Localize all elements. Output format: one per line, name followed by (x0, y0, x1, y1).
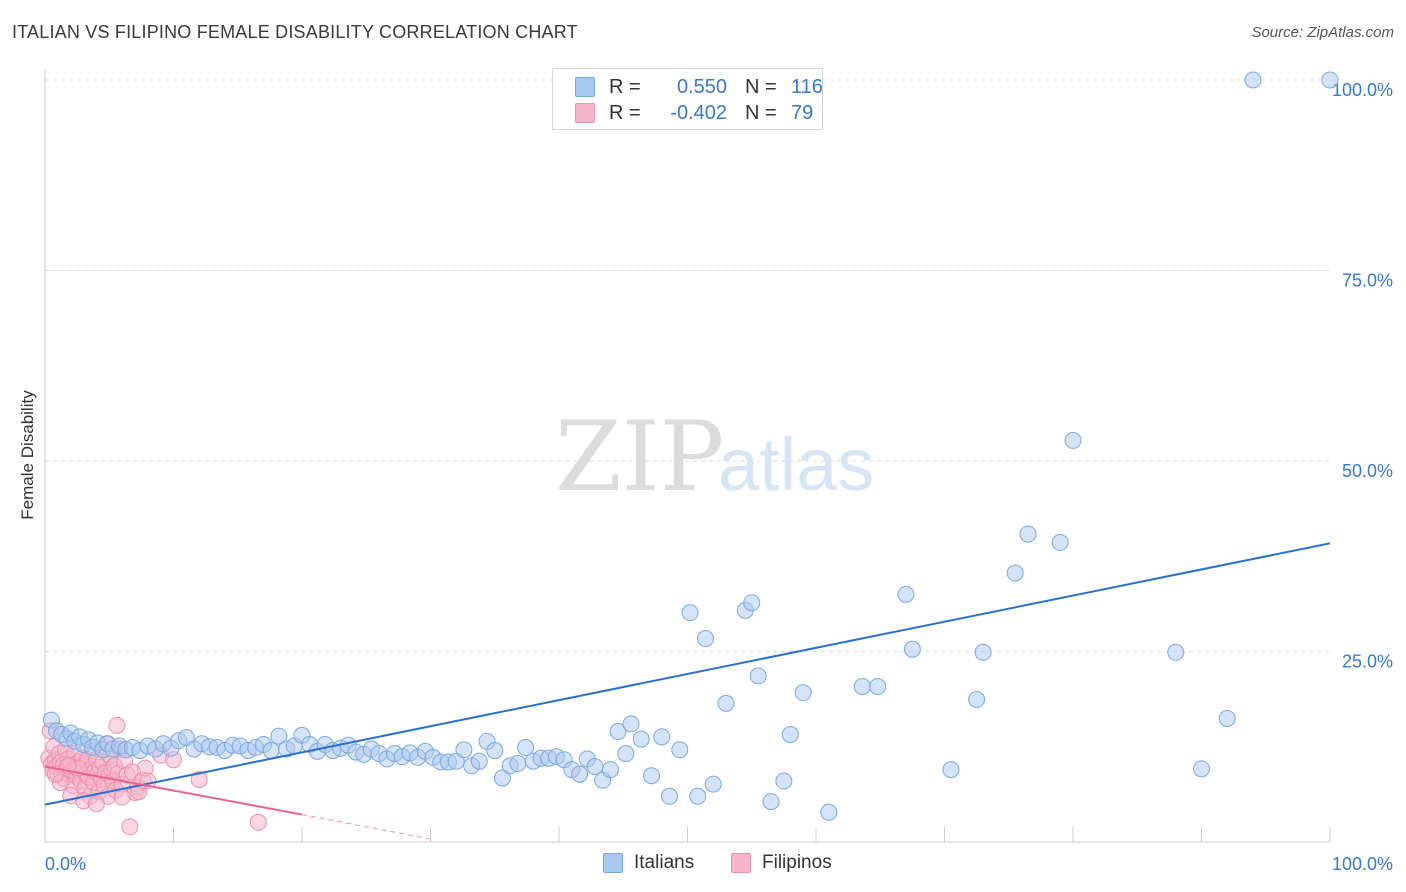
axes (44, 70, 1331, 843)
italians-point (794, 684, 812, 702)
italians-point (903, 640, 921, 658)
italians-point (820, 803, 838, 821)
italians-point (853, 678, 871, 696)
n-value: 79 (791, 101, 814, 124)
italians-point (486, 742, 504, 760)
italians-point (1167, 643, 1185, 661)
italians-point (643, 767, 661, 785)
italians-point (689, 787, 707, 805)
italians-point (493, 769, 511, 787)
n-value: 116 (791, 75, 823, 98)
filipinos-swatch (575, 103, 595, 123)
italians-point (942, 761, 960, 779)
n-label: N = (745, 75, 777, 98)
italians-point (775, 772, 793, 790)
italians-point (1193, 760, 1210, 778)
filipinos-legend-label: Filipinos (762, 852, 832, 873)
italians-point (1051, 534, 1069, 552)
italians-point (455, 741, 473, 759)
r-label: R = (609, 101, 641, 124)
watermark-atlas: atlas (718, 423, 874, 506)
filipinos-point (87, 795, 105, 813)
x-tick-label-start: 0.0% (45, 854, 86, 874)
x-tick-labels: 0.0% 100.0% (45, 854, 1393, 874)
legend-item-italians[interactable]: Italians (603, 850, 694, 876)
italians-point (617, 745, 635, 763)
italians-point (509, 755, 527, 773)
filipinos-point (249, 813, 267, 831)
italians-point (749, 667, 767, 685)
italians-point (262, 742, 280, 760)
italians-point (704, 775, 722, 793)
filipinos-point (190, 771, 208, 789)
italians-point (717, 694, 735, 712)
y-tick-label: 75.0% (1342, 271, 1393, 291)
italians-point (653, 728, 671, 746)
italians-point (1218, 710, 1236, 728)
italians-point (762, 793, 780, 811)
italians-legend-swatch (603, 853, 623, 873)
italians-point (681, 604, 699, 622)
italians-point (632, 730, 650, 748)
r-value: 0.550 (676, 75, 727, 98)
correlation-legend: R = 0.550 N = 116 R = -0.402 N = 79 (552, 68, 823, 130)
watermark: ZIP atlas (555, 401, 874, 513)
y-tick-label: 100.0% (1332, 80, 1393, 100)
italians-trend-line (44, 542, 1331, 806)
filipinos-legend-swatch (731, 853, 751, 873)
legend-row-italians: R = 0.550 N = 116 (575, 75, 831, 99)
filipinos-point (108, 716, 126, 734)
italians-point (270, 727, 288, 745)
gridlines (45, 79, 1330, 652)
legend-row-filipinos: R = -0.402 N = 79 (575, 101, 831, 125)
italians-point (571, 765, 589, 783)
italians-point (974, 643, 992, 661)
y-tick-label: 25.0% (1342, 652, 1393, 672)
italians-legend-label: Italians (634, 852, 695, 873)
y-tick-labels: 100.0% 75.0% 50.0% 25.0% (1332, 80, 1393, 672)
italians-point (781, 726, 799, 744)
italians-point (696, 630, 714, 648)
filipinos-trend-extension (301, 814, 431, 840)
italians-point (671, 741, 689, 759)
filipinos-point (113, 788, 131, 806)
italians-points (42, 71, 1339, 821)
italians-point (601, 761, 619, 779)
n-label: N = (745, 101, 777, 124)
source-label: Source: ZipAtlas.com (1251, 24, 1394, 41)
trend-lines (44, 542, 1331, 840)
chart-title: ITALIAN VS FILIPINO FEMALE DISABILITY CO… (12, 22, 578, 42)
italians-point (1006, 564, 1024, 582)
italians-point (1321, 71, 1339, 89)
x-tick-label-end: 100.0% (1332, 854, 1393, 874)
italians-point (968, 691, 986, 709)
italians-point (470, 752, 488, 770)
italians-point (743, 594, 761, 612)
italians-point (1019, 525, 1037, 543)
filipinos-trend-line (44, 765, 303, 816)
y-tick-label: 50.0% (1342, 461, 1393, 481)
watermark-zip: ZIP (555, 401, 724, 513)
r-label: R = (609, 75, 641, 98)
r-value: -0.402 (670, 101, 727, 124)
italians-point (622, 715, 640, 733)
italians-point (897, 585, 915, 603)
italians-swatch (575, 77, 595, 97)
filipinos-point (121, 818, 139, 836)
legend-item-filipinos[interactable]: Filipinos (731, 850, 832, 876)
italians-point (609, 723, 627, 741)
italians-point (1064, 431, 1082, 449)
italians-point (517, 739, 535, 757)
italians-point (1244, 71, 1262, 89)
italians-point (661, 787, 679, 805)
italians-point (869, 678, 887, 696)
